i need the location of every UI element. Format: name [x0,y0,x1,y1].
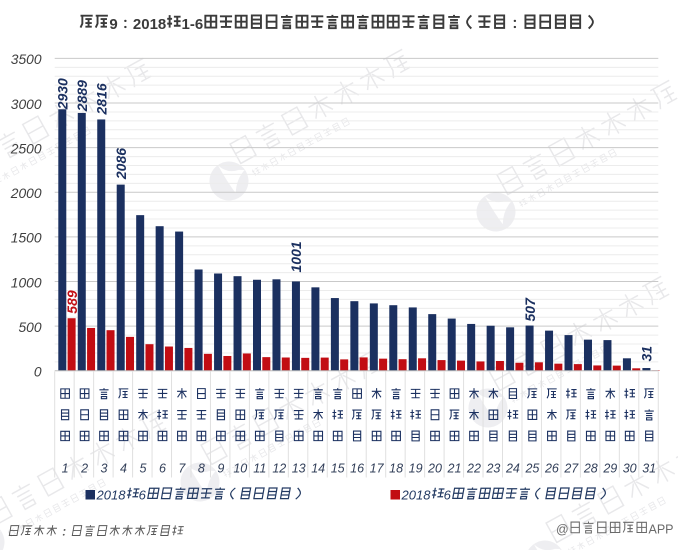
svg-text:2930: 2930 [55,78,71,110]
svg-text:25: 25 [524,462,539,476]
svg-text:6: 6 [159,462,166,476]
svg-text:14: 14 [311,462,325,476]
svg-text:19: 19 [409,462,423,476]
svg-text:507: 507 [522,297,538,322]
svg-text:27: 27 [563,462,579,476]
svg-text:23: 23 [485,462,500,476]
svg-text:20: 20 [427,462,442,476]
svg-text:26: 26 [544,462,559,476]
svg-text:8: 8 [198,462,205,476]
svg-text:6: 6 [139,487,147,502]
svg-text:1500: 1500 [11,231,42,246]
svg-text:3500: 3500 [11,52,42,67]
svg-text:2889: 2889 [74,80,90,112]
svg-text:29: 29 [602,462,617,476]
svg-text:2086: 2086 [113,148,129,180]
svg-text:12: 12 [272,462,286,476]
svg-text:9: 9 [217,462,224,476]
svg-text:16: 16 [350,462,364,476]
svg-text:2816: 2816 [93,83,109,115]
svg-text:30: 30 [623,462,637,476]
svg-text:2018: 2018 [133,16,166,33]
svg-text:1000: 1000 [11,275,42,290]
svg-text:17: 17 [370,462,385,476]
svg-text:2018: 2018 [96,487,127,502]
svg-text:11: 11 [253,462,266,476]
svg-text:4: 4 [120,462,127,476]
svg-text:24: 24 [505,462,520,476]
svg-text:10: 10 [233,462,247,476]
svg-text:1: 1 [62,462,69,476]
svg-text:18: 18 [389,462,403,476]
svg-text:22: 22 [466,462,481,476]
svg-text:500: 500 [18,320,41,335]
svg-text:13: 13 [292,462,306,476]
svg-text:0: 0 [34,365,42,380]
svg-text:6: 6 [444,487,452,502]
svg-text:9: 9 [109,16,117,33]
svg-text:28: 28 [583,462,598,476]
svg-text:1001: 1001 [288,241,304,272]
svg-text:31: 31 [642,462,656,476]
svg-text:7: 7 [178,462,186,476]
svg-text:@: @ [556,523,569,537]
svg-text:1-6: 1-6 [182,16,204,33]
svg-text:3000: 3000 [11,97,42,112]
svg-text:589: 589 [64,290,80,314]
svg-text:3: 3 [101,462,108,476]
svg-text:31: 31 [639,346,655,362]
svg-text:5: 5 [140,462,147,476]
svg-text:15: 15 [331,462,345,476]
svg-text:2: 2 [80,462,88,476]
svg-text:2018: 2018 [401,487,432,502]
svg-text:21: 21 [447,462,462,476]
svg-text:2500: 2500 [10,142,42,157]
svg-text:2000: 2000 [10,186,42,201]
svg-text:APP: APP [649,523,674,537]
